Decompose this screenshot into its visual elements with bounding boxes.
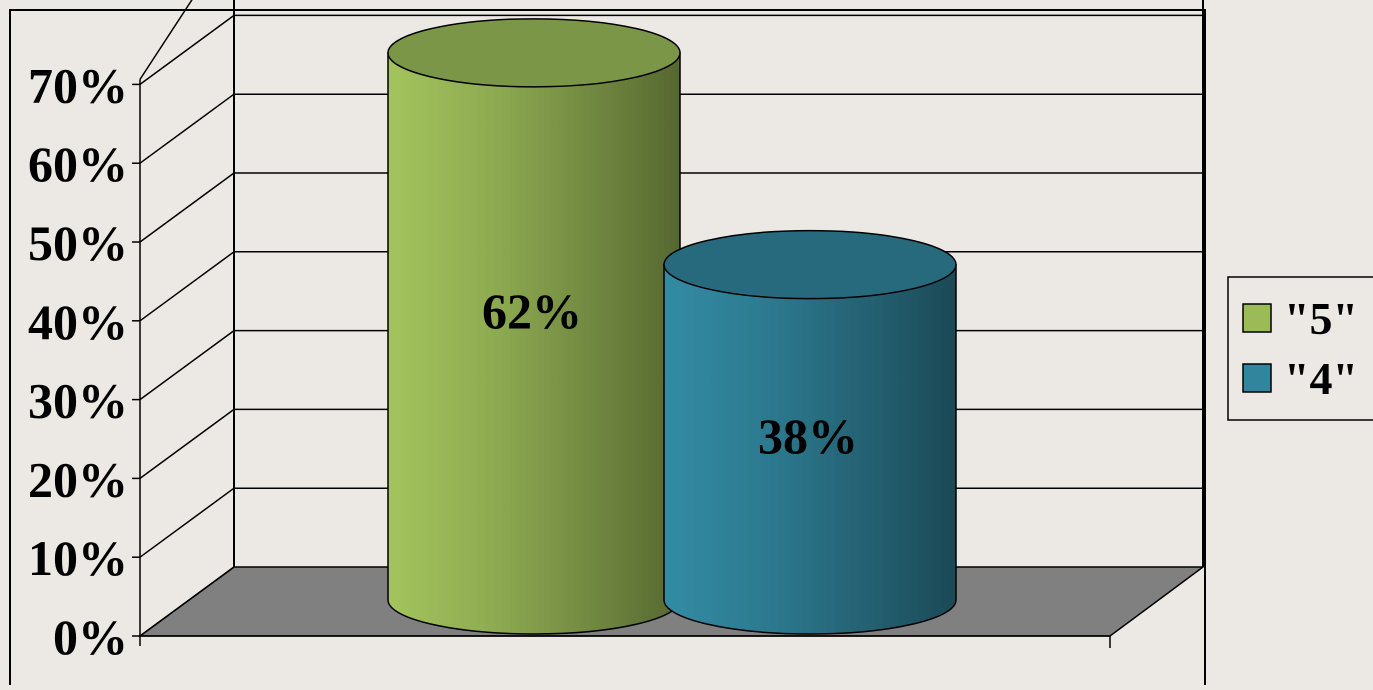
y-tick-label: 10% [28, 530, 128, 586]
side-wall-gridline [139, 14, 235, 86]
side-wall-gridline [139, 251, 235, 322]
y-tick-label: 30% [28, 373, 128, 429]
side-wall-gridline [139, 93, 235, 164]
y-tick-label: 70% [28, 57, 128, 113]
data-label-2: 38% [758, 408, 858, 464]
y-tick-label: 20% [28, 451, 128, 507]
bar-top-2 [663, 229, 957, 300]
bar-cylinder-1 [387, 52, 681, 635]
y-tick-label: 40% [28, 294, 128, 350]
side-wall-gridline [139, 408, 235, 480]
legend-label-2: "4" [1284, 353, 1358, 404]
y-tick-label: 50% [28, 215, 128, 271]
legend-swatch-2 [1242, 363, 1272, 393]
bar-cylinder-2 [663, 263, 957, 635]
legend: "5""4" [1227, 276, 1373, 421]
side-wall-gridline [139, 172, 235, 243]
side-wall-gridline [139, 566, 235, 637]
side-wall-gridline [139, 487, 235, 558]
side-wall-top [139, 0, 193, 80]
legend-box [1227, 276, 1373, 421]
legend-swatch-1 [1242, 303, 1272, 333]
side-wall-gridline [139, 329, 235, 401]
legend-label-1: "5" [1284, 293, 1358, 344]
data-label-1: 62% [482, 283, 582, 339]
y-tick-label: 0% [53, 609, 128, 665]
bar-top-1 [387, 18, 681, 88]
plot-border [9, 9, 1206, 690]
y-tick-label: 60% [28, 136, 128, 192]
